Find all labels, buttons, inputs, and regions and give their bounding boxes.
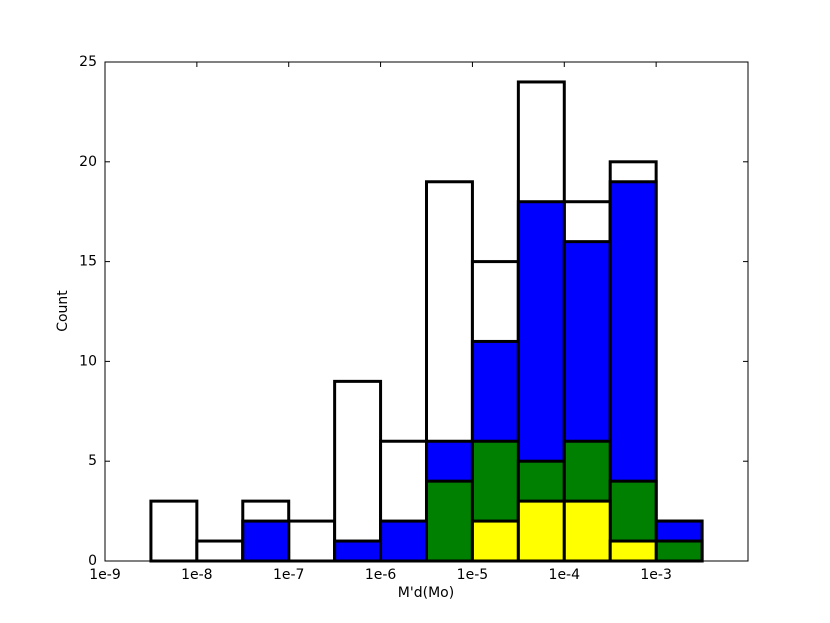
y-axis-label: Count (55, 290, 71, 332)
bar (379, 519, 428, 563)
bar (333, 539, 383, 563)
y-tick-label: 0 (88, 553, 97, 569)
bar (195, 539, 245, 563)
bar (287, 519, 337, 563)
x-tick-label: 1e-8 (181, 567, 212, 583)
y-tick-label: 20 (79, 154, 97, 170)
bar (424, 479, 474, 563)
y-tick-label: 15 (79, 254, 97, 270)
x-tick-label: 1e-9 (89, 567, 120, 583)
x-tick-label: 1e-4 (549, 567, 581, 583)
y-tick-label: 10 (79, 353, 97, 369)
y-tick-label: 5 (88, 453, 97, 469)
x-tick-label: 1e-6 (365, 567, 397, 583)
plot-frame (104, 61, 749, 562)
y-tick-label: 25 (79, 54, 97, 70)
bar (608, 539, 658, 563)
bar (470, 519, 520, 563)
x-tick-label: 1e-3 (640, 567, 671, 583)
bar (241, 519, 291, 563)
x-axis-label: M'd(Mo) (398, 585, 454, 601)
bar (149, 499, 199, 563)
x-tick-label: 1e-5 (457, 567, 488, 583)
x-tick-label: 1e-7 (273, 567, 304, 583)
bar (562, 499, 612, 563)
bar (654, 539, 704, 563)
bar (333, 379, 383, 563)
bar (516, 499, 566, 563)
